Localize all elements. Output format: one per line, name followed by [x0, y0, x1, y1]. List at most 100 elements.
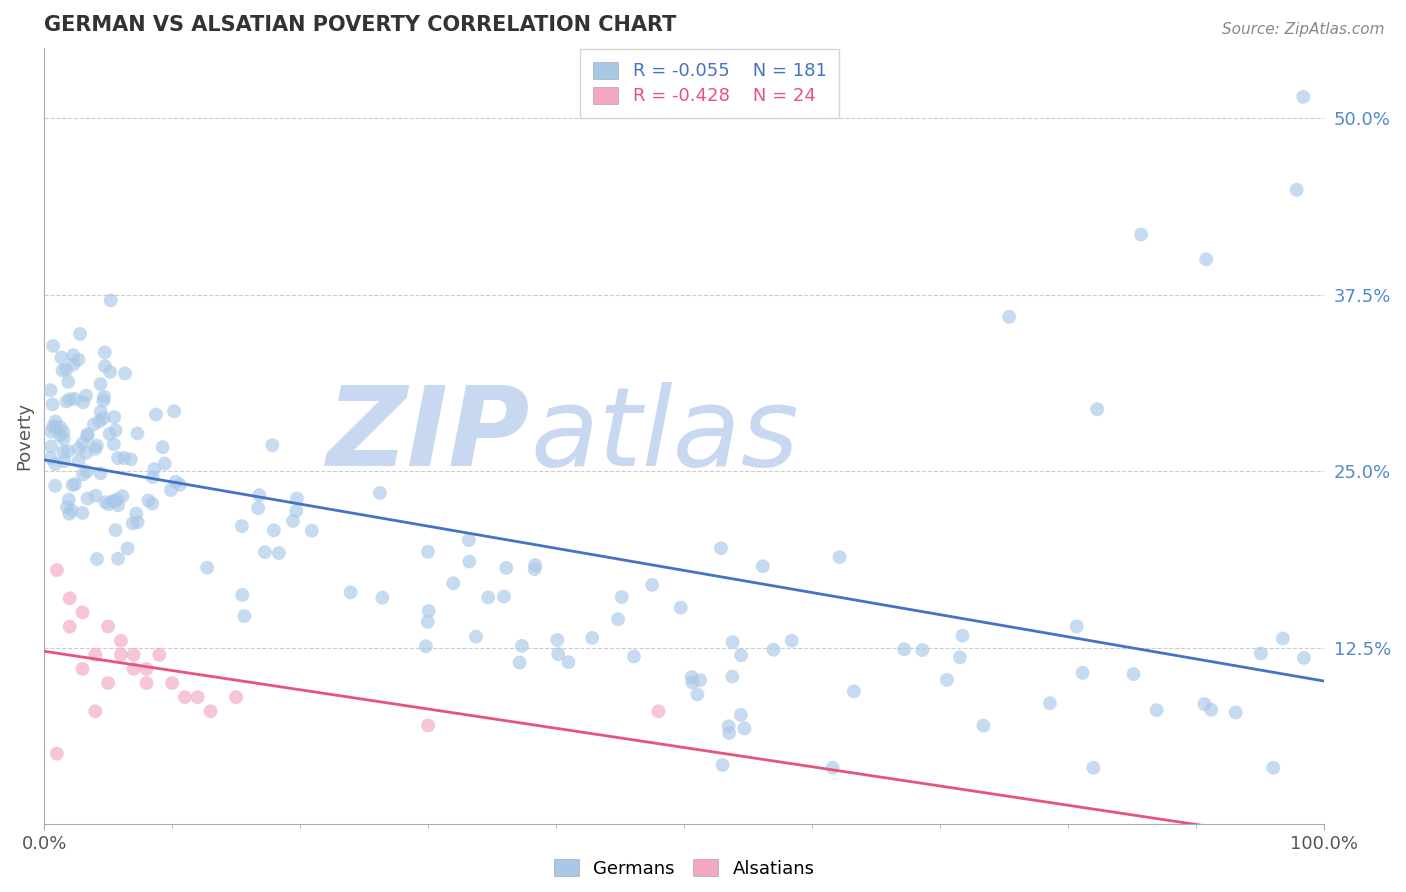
Point — [62, 478, 84, 492]
Point — [51, 363, 73, 377]
Point — [1130, 227, 1153, 242]
Point — [195, 560, 218, 574]
Point — [84, 704, 107, 718]
Point — [94, 359, 117, 374]
Point — [262, 438, 284, 452]
Point — [135, 676, 157, 690]
Point — [1066, 619, 1088, 633]
Point — [152, 440, 174, 454]
Point — [718, 726, 741, 740]
Point — [711, 758, 734, 772]
Point — [285, 504, 308, 518]
Point — [55, 394, 77, 409]
Point — [153, 457, 176, 471]
Point — [173, 690, 195, 705]
Point — [39, 439, 62, 453]
Point — [51, 351, 73, 365]
Point — [136, 493, 159, 508]
Point — [936, 673, 959, 687]
Point — [647, 704, 669, 718]
Point — [104, 494, 127, 508]
Point — [58, 492, 80, 507]
Point — [949, 650, 972, 665]
Point — [90, 467, 112, 481]
Point — [93, 390, 115, 404]
Text: ZIP: ZIP — [328, 383, 530, 490]
Point — [62, 358, 84, 372]
Point — [371, 591, 394, 605]
Point — [93, 393, 115, 408]
Point — [1194, 697, 1216, 711]
Point — [669, 600, 692, 615]
Point — [112, 450, 135, 465]
Point — [45, 420, 67, 434]
Point — [169, 478, 191, 492]
Point — [49, 420, 72, 434]
Point — [415, 640, 437, 654]
Point — [416, 615, 439, 629]
Legend: Germans, Alsatians: Germans, Alsatians — [547, 852, 821, 885]
Point — [1292, 90, 1315, 104]
Point — [681, 675, 703, 690]
Point — [91, 411, 114, 425]
Point — [416, 718, 439, 732]
Point — [842, 684, 865, 698]
Point — [90, 405, 112, 419]
Point — [56, 500, 79, 515]
Point — [492, 590, 515, 604]
Point — [125, 507, 148, 521]
Point — [72, 662, 94, 676]
Point — [110, 648, 132, 662]
Point — [263, 524, 285, 538]
Point — [45, 747, 67, 761]
Point — [63, 477, 86, 491]
Point — [104, 423, 127, 437]
Point — [127, 426, 149, 441]
Point — [557, 655, 579, 669]
Point — [285, 491, 308, 506]
Point — [120, 452, 142, 467]
Point — [973, 718, 995, 732]
Point — [581, 631, 603, 645]
Point — [267, 546, 290, 560]
Point — [103, 437, 125, 451]
Point — [72, 436, 94, 450]
Point — [623, 649, 645, 664]
Point — [911, 643, 934, 657]
Point — [76, 465, 98, 479]
Point — [686, 688, 709, 702]
Point — [100, 293, 122, 308]
Point — [69, 326, 91, 341]
Point — [72, 506, 94, 520]
Point — [84, 489, 107, 503]
Point — [458, 554, 481, 568]
Point — [76, 446, 98, 460]
Point — [689, 673, 711, 688]
Point — [59, 591, 82, 606]
Point — [44, 479, 66, 493]
Point — [72, 606, 94, 620]
Point — [247, 488, 270, 502]
Point — [477, 591, 499, 605]
Point — [681, 670, 703, 684]
Point — [253, 545, 276, 559]
Point — [231, 519, 253, 533]
Point — [1225, 706, 1247, 720]
Point — [89, 414, 111, 428]
Point — [893, 642, 915, 657]
Point — [49, 428, 72, 442]
Point — [163, 404, 186, 418]
Point — [1122, 667, 1144, 681]
Point — [1039, 696, 1062, 710]
Point — [339, 585, 361, 599]
Point — [828, 550, 851, 565]
Point — [187, 690, 209, 705]
Point — [510, 639, 533, 653]
Point — [63, 392, 86, 406]
Point — [98, 365, 121, 379]
Point — [86, 439, 108, 453]
Point — [62, 348, 84, 362]
Point — [524, 558, 547, 572]
Point — [59, 392, 82, 407]
Point — [233, 609, 256, 624]
